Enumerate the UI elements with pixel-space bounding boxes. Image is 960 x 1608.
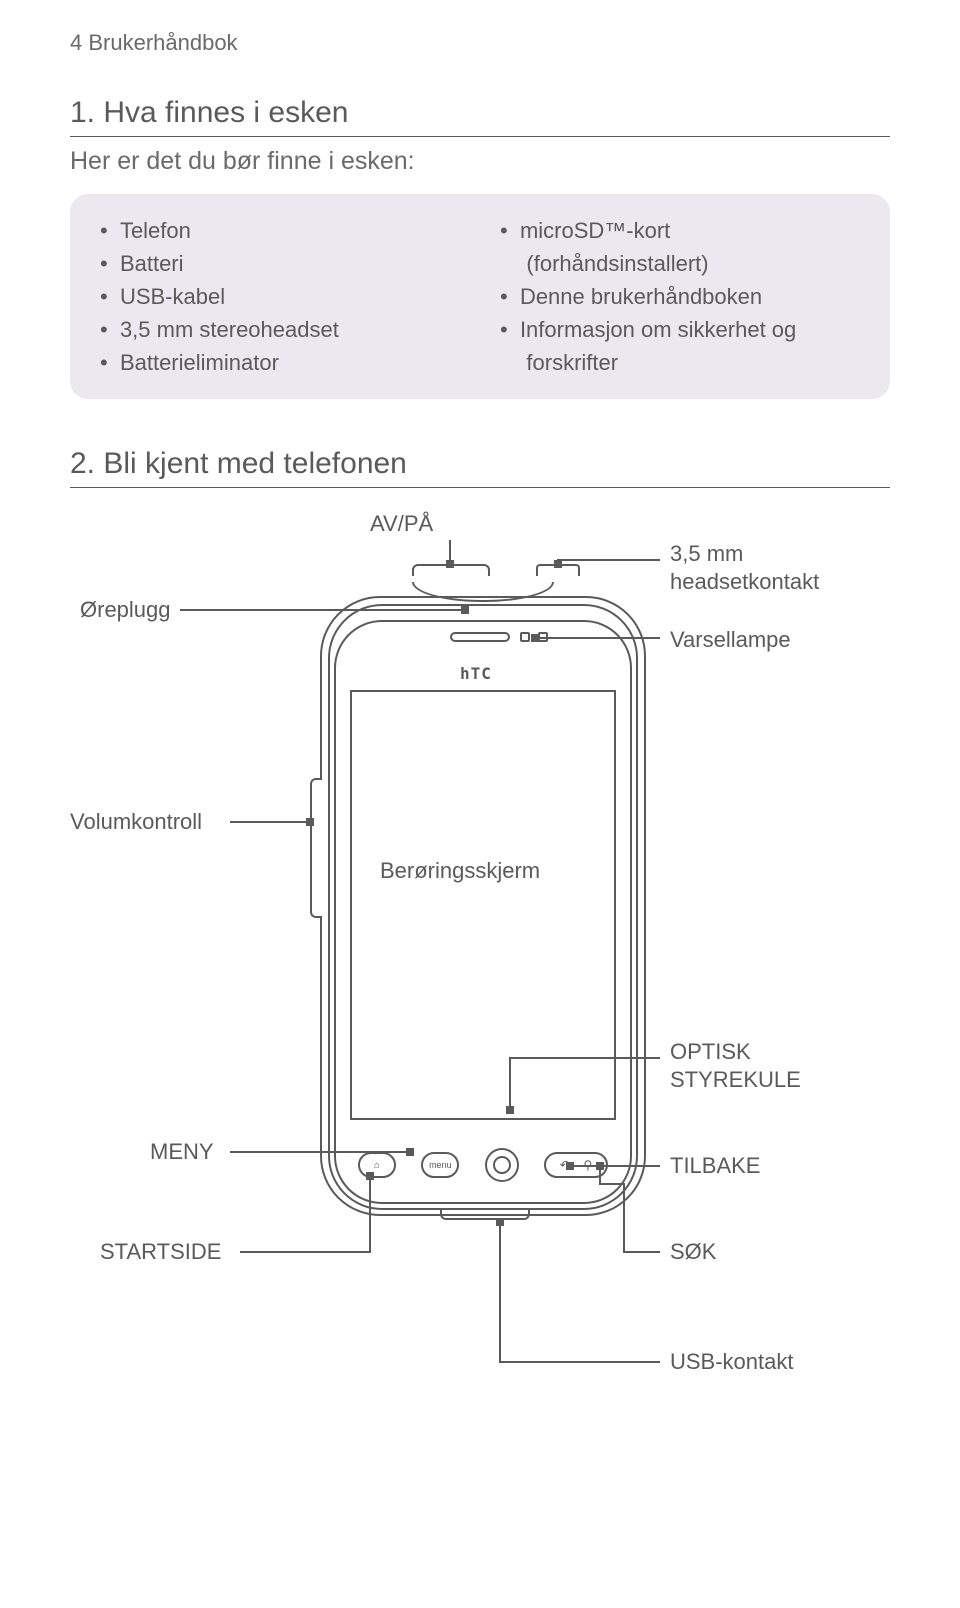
home-icon: ⌂ <box>358 1152 396 1178</box>
headset-label-1: 3,5 mm <box>670 540 743 569</box>
trackball-inner-icon <box>493 1156 511 1174</box>
list-item-cont: (forhåndsinstallert) <box>500 247 860 280</box>
trackball-label-2: STYREKULE <box>670 1066 801 1095</box>
sensor-icon <box>538 632 548 642</box>
list-item: Batteri <box>100 247 460 280</box>
power-label: AV/PÅ <box>370 510 433 539</box>
list-item: Batterieliminator <box>100 346 460 379</box>
sok-label: SØK <box>670 1238 716 1267</box>
lamp-label: Varsellampe <box>670 626 791 655</box>
phone-screen <box>350 690 616 1120</box>
tilbake-label: TILBAKE <box>670 1152 760 1181</box>
section1-rule <box>70 136 890 137</box>
phone-buttons-row: ⌂ menu ↶⚲ <box>358 1148 608 1182</box>
headset-jack-shape <box>536 564 580 576</box>
startside-label: STARTSIDE <box>100 1238 221 1267</box>
list-item: Informasjon om sikkerhet og <box>500 313 860 346</box>
back-search-icon: ↶⚲ <box>544 1152 608 1178</box>
phone-illustration: hTC <box>320 572 646 1472</box>
section2-rule <box>70 487 890 488</box>
volume-rocker-shape <box>310 778 322 918</box>
phone-diagram: hTC ⌂ menu ↶⚲ AV/PÅ Øreplugg 3,5 mm head… <box>70 498 890 1528</box>
list-item: Denne brukerhåndboken <box>500 280 860 313</box>
earplug-label: Øreplugg <box>80 596 171 625</box>
volume-label: Volumkontroll <box>70 808 202 837</box>
speaker-slot <box>450 632 510 642</box>
meny-label: MENY <box>150 1138 214 1167</box>
brand-logo: hTC <box>460 664 492 683</box>
headset-label-2: headsetkontakt <box>670 568 819 597</box>
right-col: microSD™-kort (forhåndsinstallert) Denne… <box>500 214 860 379</box>
list-item: microSD™-kort <box>500 214 860 247</box>
list-item: 3,5 mm stereoheadset <box>100 313 460 346</box>
list-item: USB-kabel <box>100 280 460 313</box>
list-item: Telefon <box>100 214 460 247</box>
trackball-icon <box>485 1148 519 1182</box>
trackball-label-1: OPTISK <box>670 1038 751 1067</box>
list-item-cont: forskrifter <box>500 346 860 379</box>
usb-slot-shape <box>440 1208 530 1220</box>
menu-button-icon: menu <box>421 1152 459 1178</box>
section1-subtitle: Her er det du bør finne i esken: <box>70 147 890 176</box>
power-button-shape <box>412 564 490 576</box>
section2-title: 2. Bli kjent med telefonen <box>70 447 890 481</box>
section1-title: 1. Hva finnes i esken <box>70 96 890 130</box>
usb-label: USB-kontakt <box>670 1348 794 1377</box>
sensor-icon <box>520 632 530 642</box>
left-col: Telefon Batteri USB-kabel 3,5 mm stereoh… <box>100 214 460 379</box>
contents-box: Telefon Batteri USB-kabel 3,5 mm stereoh… <box>70 194 890 399</box>
page-header: 4 Brukerhåndbok <box>70 30 890 56</box>
touchscreen-label: Berøringsskjerm <box>380 858 540 884</box>
